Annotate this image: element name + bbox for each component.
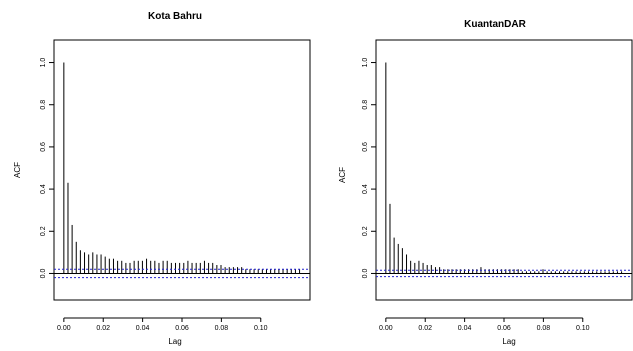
chart-title: Kota Bahru <box>148 11 202 22</box>
reference-lines <box>54 268 310 279</box>
y-axis-label: ACF <box>13 162 22 178</box>
acf-panel-kuantandar: KuantanDAR Lag ACF 0.0 0.2 0.4 0.6 0.8 1.0 0.… <box>338 19 633 346</box>
reference-lines <box>376 269 632 278</box>
y-tick-label: 0.0 <box>40 268 47 278</box>
x-tick-label: 0.00 <box>379 325 393 332</box>
plot-frame <box>53 39 311 301</box>
y-tick-label: 0.8 <box>40 100 47 110</box>
x-tick-label: 0.06 <box>497 325 511 332</box>
y-tick-label: 0.6 <box>362 142 369 152</box>
chart-title: KuantanDAR <box>464 19 526 30</box>
y-tick-label: 0.8 <box>362 100 369 110</box>
x-axis-label: Lag <box>502 337 515 346</box>
y-tick-label: 0.4 <box>362 184 369 194</box>
x-tick-label: 0.06 <box>175 325 189 332</box>
x-tick-label: 0.02 <box>418 325 432 332</box>
x-ticks: 0.00 0.02 0.04 0.06 0.08 0.10 <box>379 317 590 332</box>
y-tick-label: 0.6 <box>40 142 47 152</box>
y-tick-label: 0.4 <box>40 184 47 194</box>
x-tick-label: 0.04 <box>136 325 150 332</box>
y-axis-label: ACF <box>338 167 347 183</box>
y-ticks: 0.0 0.2 0.4 0.6 0.8 1.0 <box>362 58 376 278</box>
acf-bars <box>63 62 301 274</box>
x-tick-label: 0.08 <box>537 325 551 332</box>
y-tick-label: 0.2 <box>362 226 369 236</box>
x-tick-label: 0.10 <box>254 325 268 332</box>
x-tick-label: 0.00 <box>57 325 71 332</box>
y-tick-label: 0.0 <box>362 268 369 278</box>
acf-panel-kota-bahru: Kota Bahru Lag ACF 0.0 0.2 0.4 0.6 0.8 1.0 0.… <box>13 11 311 346</box>
y-ticks: 0.0 0.2 0.4 0.6 0.8 1.0 <box>40 58 54 278</box>
x-tick-label: 0.02 <box>96 325 110 332</box>
y-tick-label: 1.0 <box>362 58 369 68</box>
y-tick-label: 1.0 <box>40 58 47 68</box>
x-axis-label: Lag <box>168 337 181 346</box>
x-tick-label: 0.10 <box>576 325 590 332</box>
plot-frame <box>375 39 633 301</box>
x-tick-label: 0.04 <box>458 325 472 332</box>
x-tick-label: 0.08 <box>215 325 229 332</box>
acf-bars <box>385 62 623 274</box>
x-ticks: 0.00 0.02 0.04 0.06 0.08 0.10 <box>57 317 268 332</box>
y-tick-label: 0.2 <box>40 226 47 236</box>
